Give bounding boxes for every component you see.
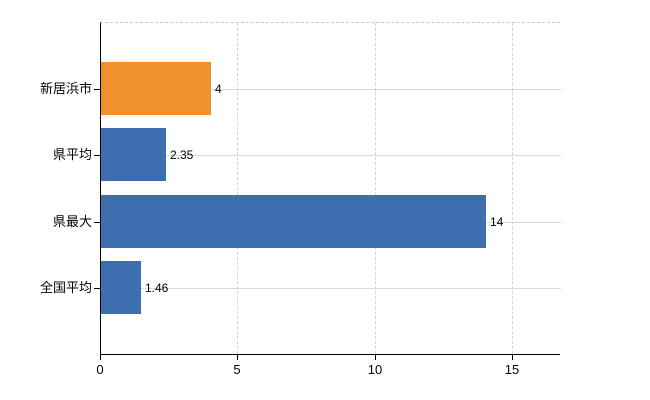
category-label: 県最大 [52,214,92,229]
x-axis-tick-label: 0 [96,362,104,377]
gridline-vertical [512,23,513,354]
bar-value-label: 14 [490,215,504,229]
y-axis-tick [94,222,100,223]
gridline-horizontal [101,288,561,289]
x-axis-tick [100,354,101,360]
gridline-vertical [375,23,376,354]
bar-value-label: 1.46 [145,281,169,295]
bar [101,62,211,115]
x-axis-tick [375,354,376,360]
bar [101,128,166,181]
bar [101,261,141,314]
x-axis-tick-label: 5 [233,362,241,377]
x-axis-tick [512,354,513,360]
gridline-horizontal [101,89,561,90]
gridline-horizontal [101,155,561,156]
x-axis-tick-label: 15 [504,362,520,377]
category-label: 県平均 [52,147,92,162]
x-axis-tick [237,354,238,360]
category-label: 全国平均 [39,280,92,295]
category-label: 新居浜市 [39,81,92,96]
plot-area: 0 5 10 15 4 新居浜市 2.35 県平均 14 県最大 1.46 全国平均 [40,22,561,377]
y-axis-tick [94,155,100,156]
bar-value-label: 4 [215,82,222,96]
bar-value-label: 2.35 [170,148,194,162]
bar [101,195,486,248]
y-axis-tick [94,89,100,90]
x-axis-tick-label: 10 [367,362,383,377]
y-axis-tick [94,288,100,289]
gridline-vertical [237,23,238,354]
